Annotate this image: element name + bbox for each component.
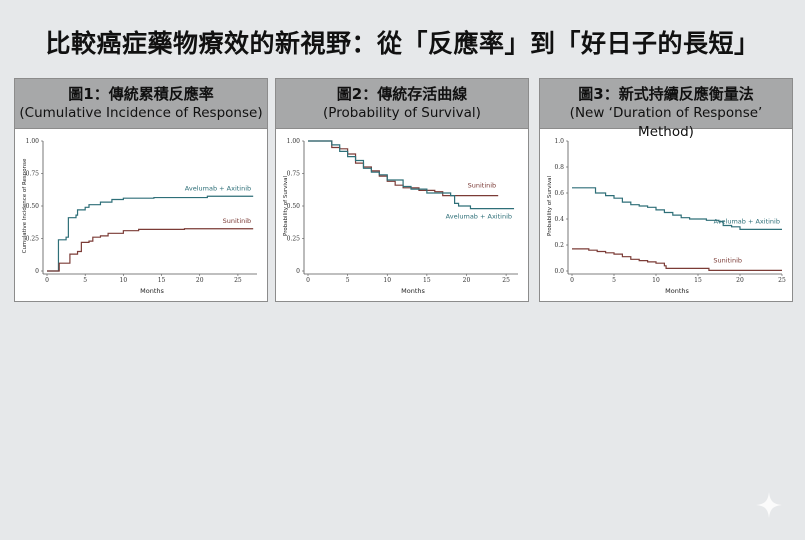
x-tick-label: 10: [652, 277, 660, 284]
x-tick-label: 20: [196, 277, 204, 284]
series-line-avelumab-axitinib: [572, 187, 782, 230]
panel-title-zh: 圖2：傳統存活曲線: [336, 85, 468, 103]
panel-survival: 圖2：傳統存活曲線 (Probability of Survival) 0 0.2…: [275, 78, 529, 302]
y-tick-label: 0.75: [287, 171, 301, 178]
y-axis-title: Cumulative Incidence of Response: [22, 158, 28, 253]
panel-title-en: (Probability of Survival): [323, 105, 481, 121]
y-tick-label: 0.6: [554, 190, 564, 197]
panel-header: 圖1：傳統累積反應率 (Cumulative Incidence of Resp…: [15, 79, 267, 129]
series-label: Avelumab + Axitinib: [446, 213, 512, 221]
panel-cumulative-response: 圖1：傳統累積反應率 (Cumulative Incidence of Resp…: [14, 78, 268, 302]
y-tick-label: 1.0: [554, 138, 564, 145]
x-tick-label: 25: [234, 277, 242, 284]
panel-header: 圖3：新式持續反應衡量法 (New ‘Duration of Response’…: [540, 79, 792, 140]
panel-title-zh: 圖3：新式持續反應衡量法: [578, 85, 754, 103]
chart-survival: 0 0.25 0.50 0.75 1.00 0 5 10 15 20 25 Months Probabi…: [283, 138, 518, 295]
x-tick-label: 0: [45, 277, 49, 284]
panel-title-en: (Cumulative Incidence of Response): [19, 105, 263, 121]
x-axis-title: Months: [401, 287, 425, 295]
series-label: Avelumab + Axitinib: [185, 184, 251, 192]
panel-title-zh: 圖1：傳統累積反應率: [68, 85, 214, 103]
y-tick-label: 0.25: [26, 236, 40, 243]
x-axis-title: Months: [140, 287, 164, 295]
x-tick-label: 15: [694, 277, 702, 284]
y-axis-title: Probability of Survival: [547, 176, 553, 237]
chart-duration-of-response: 0.0 0.2 0.4 0.6 0.8 1.0 0 5 10 15 20 25 Months Probab…: [547, 138, 786, 295]
chart-cumulative-response: 0 0.25 0.50 0.75 1.00 0 5 10 15 20 25 Months Cumulat…: [22, 138, 257, 295]
x-tick-label: 0: [570, 277, 574, 284]
y-axis-title: Probability of Survival: [283, 176, 289, 237]
y-tick-label: 0.50: [26, 203, 40, 210]
y-tick-label: 0.2: [554, 242, 564, 249]
panel-duration-of-response: 圖3：新式持續反應衡量法 (New ‘Duration of Response’…: [539, 78, 793, 302]
y-tick-label: 0.4: [554, 216, 564, 223]
y-tick-label: 0: [296, 268, 300, 275]
series-label: Sunitinib: [713, 256, 742, 264]
y-tick-label: 1.00: [287, 138, 301, 145]
sparkle-icon: [756, 492, 782, 518]
x-tick-label: 5: [612, 277, 616, 284]
x-tick-label: 5: [346, 277, 350, 284]
y-tick-label: 0.75: [26, 171, 40, 178]
x-axis-title: Months: [665, 287, 689, 295]
page-title: 比較癌症藥物療效的新視野：從「反應率」到「好日子的長短」: [45, 29, 760, 58]
y-tick-label: 0.0: [554, 268, 564, 275]
series-line-avelumab-axitinib: [308, 140, 515, 210]
series-line-sunitinib: [572, 248, 782, 271]
x-tick-label: 0: [306, 277, 310, 284]
x-tick-label: 10: [383, 277, 391, 284]
x-tick-label: 15: [158, 277, 166, 284]
y-tick-label: 0.50: [287, 203, 301, 210]
y-tick-label: 0.25: [287, 236, 301, 243]
x-tick-label: 25: [778, 277, 786, 284]
x-tick-label: 20: [736, 277, 744, 284]
series-line-avelumab-axitinib: [47, 195, 254, 272]
x-tick-label: 15: [423, 277, 431, 284]
series-line-sunitinib: [47, 228, 254, 272]
panel-title-en: (New ‘Duration of Response’ Method): [569, 105, 763, 140]
series-label: Sunitinib: [223, 217, 252, 225]
y-tick-label: 0: [35, 268, 39, 275]
x-tick-label: 20: [463, 277, 471, 284]
series-label: Avelumab + Axitinib: [714, 217, 780, 225]
x-tick-label: 5: [83, 277, 87, 284]
x-tick-label: 25: [502, 277, 510, 284]
panel-header: 圖2：傳統存活曲線 (Probability of Survival): [276, 79, 528, 129]
y-tick-label: 0.8: [554, 164, 564, 171]
y-tick-label: 1.00: [26, 138, 40, 145]
series-label: Sunitinib: [468, 182, 497, 190]
x-tick-label: 10: [120, 277, 128, 284]
